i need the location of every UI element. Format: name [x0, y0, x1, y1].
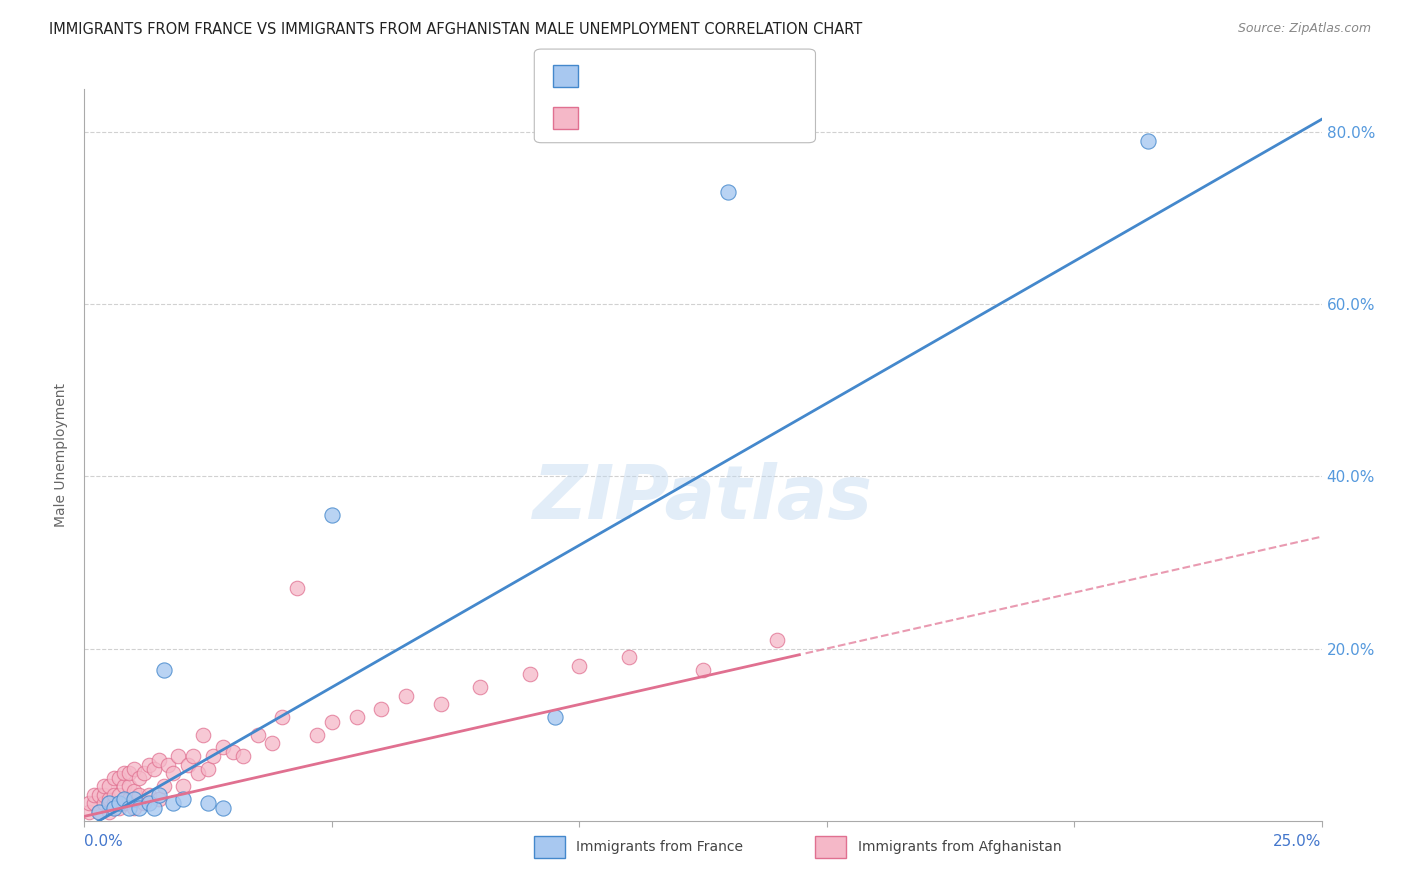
Text: 0.0%: 0.0% — [84, 834, 124, 849]
Point — [103, 771, 125, 785]
Point — [148, 788, 170, 802]
Point — [83, 797, 105, 811]
Point — [98, 792, 121, 806]
Point — [138, 757, 160, 772]
Point — [89, 805, 111, 819]
Point — [717, 186, 740, 200]
Point — [148, 753, 170, 767]
Point — [271, 710, 294, 724]
Point — [128, 771, 150, 785]
Point — [93, 797, 115, 811]
Point — [132, 797, 155, 811]
Point — [172, 779, 194, 793]
Point — [103, 801, 125, 815]
Point — [112, 797, 135, 811]
Point — [172, 792, 194, 806]
Text: Immigrants from France: Immigrants from France — [576, 840, 744, 854]
Point — [370, 702, 392, 716]
Point — [118, 766, 141, 780]
Point — [202, 749, 225, 764]
Point — [285, 582, 308, 596]
Point — [128, 801, 150, 815]
Point — [122, 801, 145, 815]
Point — [79, 797, 101, 811]
Point — [118, 792, 141, 806]
Text: Immigrants from Afghanistan: Immigrants from Afghanistan — [858, 840, 1062, 854]
Point — [152, 663, 174, 677]
Text: ZIPatlas: ZIPatlas — [533, 462, 873, 535]
Text: 25.0%: 25.0% — [1274, 834, 1322, 849]
Point — [191, 728, 214, 742]
Point — [232, 749, 254, 764]
Point — [79, 805, 101, 819]
Point — [142, 801, 165, 815]
Point — [98, 805, 121, 819]
Point — [346, 710, 368, 724]
Point — [157, 757, 180, 772]
Point — [222, 745, 245, 759]
Point — [212, 801, 235, 815]
Text: R = 0.940: R = 0.940 — [583, 68, 666, 83]
Point — [98, 797, 121, 811]
Point — [103, 788, 125, 802]
Point — [262, 736, 284, 750]
Point — [122, 762, 145, 776]
Point — [766, 632, 789, 647]
Point — [108, 797, 131, 811]
Point — [122, 783, 145, 797]
Point — [89, 805, 111, 819]
Point — [246, 728, 269, 742]
Point — [128, 788, 150, 802]
Point — [138, 797, 160, 811]
Point — [1137, 134, 1160, 148]
Point — [519, 667, 541, 681]
Y-axis label: Male Unemployment: Male Unemployment — [55, 383, 69, 527]
Point — [692, 663, 714, 677]
Point — [103, 797, 125, 811]
Point — [543, 710, 565, 724]
Text: N = 20: N = 20 — [686, 68, 744, 83]
Point — [177, 757, 200, 772]
Point — [148, 792, 170, 806]
Point — [321, 714, 343, 729]
Point — [98, 779, 121, 793]
Point — [112, 779, 135, 793]
Point — [197, 762, 219, 776]
Point — [395, 689, 418, 703]
Point — [181, 749, 204, 764]
Point — [429, 698, 451, 712]
Point — [568, 658, 591, 673]
Point — [470, 680, 492, 694]
Point — [118, 779, 141, 793]
Point — [132, 766, 155, 780]
Point — [108, 788, 131, 802]
Point — [617, 650, 640, 665]
Point — [93, 788, 115, 802]
Point — [112, 766, 135, 780]
Point — [112, 792, 135, 806]
Point — [93, 779, 115, 793]
Text: R = 0.642: R = 0.642 — [583, 111, 666, 125]
Text: Source: ZipAtlas.com: Source: ZipAtlas.com — [1237, 22, 1371, 36]
Point — [122, 792, 145, 806]
Point — [305, 728, 328, 742]
Point — [162, 797, 184, 811]
Point — [83, 788, 105, 802]
Point — [187, 766, 209, 780]
Point — [138, 788, 160, 802]
Point — [108, 771, 131, 785]
Point — [142, 762, 165, 776]
Point — [162, 766, 184, 780]
Point — [152, 779, 174, 793]
Text: IMMIGRANTS FROM FRANCE VS IMMIGRANTS FROM AFGHANISTAN MALE UNEMPLOYMENT CORRELAT: IMMIGRANTS FROM FRANCE VS IMMIGRANTS FRO… — [49, 22, 862, 37]
Point — [167, 749, 190, 764]
Point — [108, 801, 131, 815]
Point — [118, 801, 141, 815]
Point — [89, 788, 111, 802]
Point — [212, 740, 235, 755]
Point — [197, 797, 219, 811]
Point — [321, 508, 343, 523]
Text: N = 66: N = 66 — [686, 111, 744, 125]
